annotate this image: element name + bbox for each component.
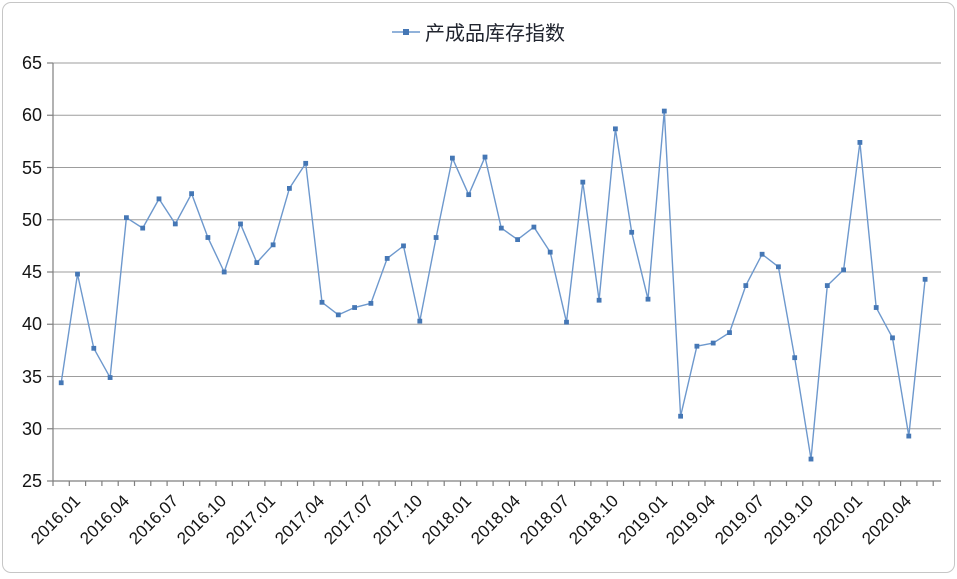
y-axis-label-55: 55: [21, 157, 42, 178]
data-point-marker: [156, 196, 162, 202]
data-point-marker: [417, 318, 423, 324]
data-point-marker: [613, 126, 618, 132]
data-point-marker: [352, 305, 357, 310]
data-point-marker: [792, 355, 798, 361]
series-line: [60, 110, 926, 460]
data-point-marker: [678, 413, 683, 419]
data-point-marker: [661, 108, 667, 114]
data-point-marker: [270, 242, 276, 248]
data-point-marker: [124, 215, 129, 221]
y-axis-label-60: 60: [21, 105, 42, 126]
data-point-marker: [75, 271, 80, 277]
data-point-marker: [254, 260, 260, 265]
data-point-marker: [564, 319, 569, 325]
data-point-marker: [890, 335, 895, 341]
data-point-marker: [710, 340, 716, 346]
data-point-marker: [466, 192, 472, 198]
data-point-marker: [873, 305, 879, 310]
data-point-marker: [841, 267, 846, 273]
y-axis-label-25: 25: [21, 471, 42, 491]
data-point-marker: [287, 186, 292, 191]
data-point-marker: [172, 221, 178, 227]
data-point-marker: [384, 256, 390, 261]
data-point-marker: [547, 249, 553, 255]
legend-line-marker-icon: [392, 28, 420, 35]
data-point-marker: [743, 283, 749, 288]
data-point-marker: [906, 433, 912, 439]
data-point-marker: [857, 140, 863, 145]
legend-series-label: 产成品库存指数: [425, 23, 565, 45]
data-point-marker: [319, 299, 325, 305]
y-axis-label-65: 65: [21, 53, 42, 73]
data-point-marker: [727, 330, 732, 336]
data-point-marker: [482, 154, 488, 160]
data-point-marker: [401, 243, 406, 249]
data-point-marker: [515, 237, 520, 243]
y-axis-label-35: 35: [21, 366, 42, 387]
data-point-marker: [107, 375, 113, 380]
data-point-marker: [303, 160, 309, 166]
data-point-marker: [189, 191, 194, 197]
data-point-marker: [91, 345, 97, 351]
y-axis-label-45: 45: [21, 262, 42, 282]
data-point-marker: [205, 235, 211, 240]
data-point-marker: [433, 235, 439, 240]
data-point-marker: [531, 224, 537, 230]
data-point-marker: [776, 264, 781, 270]
chart-legend: 产成品库存指数: [0, 17, 957, 46]
data-point-marker: [58, 380, 64, 386]
data-point-marker: [221, 269, 227, 275]
y-axis-label-50: 50: [21, 209, 42, 230]
data-point-marker: [596, 297, 602, 303]
data-point-marker: [450, 155, 455, 161]
data-point-marker: [629, 229, 635, 235]
y-axis-label-40: 40: [21, 314, 42, 335]
data-point-marker: [368, 300, 374, 306]
data-point-marker: [759, 251, 765, 257]
data-point-marker: [824, 283, 830, 288]
data-point-marker: [335, 312, 341, 318]
data-point-marker: [645, 296, 651, 302]
data-point-marker: [922, 276, 928, 282]
data-point-marker: [808, 456, 814, 462]
data-point-marker: [498, 225, 504, 231]
y-axis-label-30: 30: [21, 418, 42, 439]
data-point-marker: [580, 179, 586, 185]
data-point-marker: [238, 221, 243, 227]
data-point-marker: [140, 225, 146, 231]
data-point-marker: [694, 343, 700, 349]
